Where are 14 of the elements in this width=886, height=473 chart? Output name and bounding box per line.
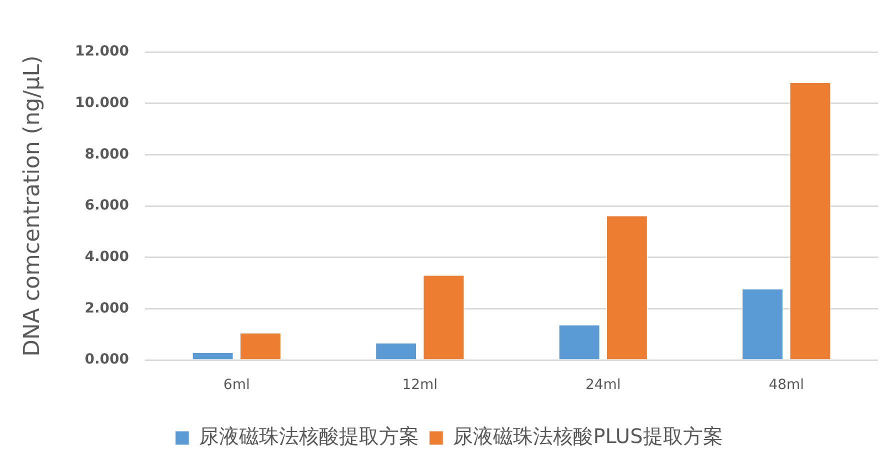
x-tick-label: 6ml [223, 377, 250, 394]
legend-label: 尿液磁珠法核酸PLUS提取方案 [453, 424, 723, 448]
x-tick-label: 48ml [768, 377, 804, 394]
y-axis-title: DNA comcentration (ng/μL) [20, 55, 45, 357]
y-tick-label: 2.000 [84, 300, 130, 316]
y-tick-label: 6.000 [84, 198, 130, 214]
y-tick-label: 0.000 [84, 352, 130, 368]
legend-label: 尿液磁珠法核酸提取方案 [199, 424, 420, 448]
y-tick-label: 4.000 [84, 248, 130, 265]
x-tick-label: 24ml [585, 377, 621, 394]
y-tick-label: 8.000 [84, 146, 130, 162]
y-tick-label: 12.000 [74, 44, 130, 60]
y-tick-label: 10.000 [74, 94, 130, 111]
x-tick-label: 12ml [402, 377, 438, 394]
